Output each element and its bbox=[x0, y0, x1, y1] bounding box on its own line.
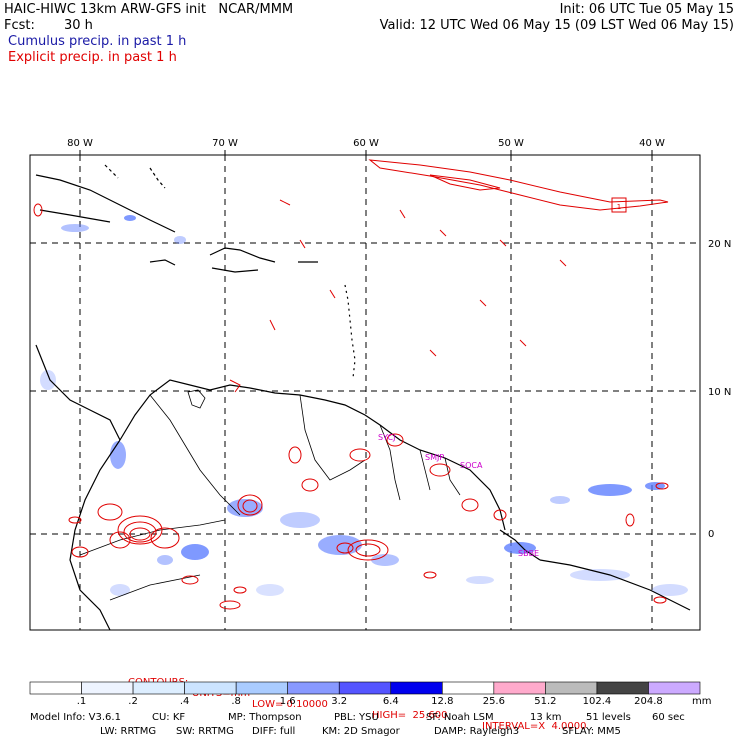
footer-timestep: 60 sec bbox=[652, 712, 685, 723]
lon-ticks bbox=[79, 150, 653, 155]
colorbar-swatch bbox=[184, 681, 237, 695]
legend-cumulus: Cumulus precip. in past 1 h bbox=[8, 34, 187, 49]
init-time: Init: 06 UTC Tue 05 May 15 bbox=[559, 2, 734, 17]
lat-label-10n: 10 N bbox=[708, 387, 731, 398]
lon-label-50w: 50 W bbox=[498, 138, 524, 149]
colorbar-swatch bbox=[29, 681, 82, 695]
valid-time: Valid: 12 UTC Wed 06 May 15 (09 LST Wed … bbox=[379, 18, 734, 33]
footer-levels: 51 levels bbox=[586, 712, 631, 723]
colorbar-label: 12.8 bbox=[431, 696, 454, 707]
colorbar-label: 25.6 bbox=[482, 696, 505, 707]
colorbar-label: .2 bbox=[128, 696, 138, 707]
colorbar-label: .8 bbox=[231, 696, 241, 707]
lon-label-40w: 40 W bbox=[639, 138, 665, 149]
colorbar-label: 3.2 bbox=[331, 696, 348, 707]
colorbar-swatch bbox=[338, 681, 392, 695]
colorbar-swatch bbox=[132, 681, 185, 695]
lon-label-70w: 70 W bbox=[212, 138, 238, 149]
colorbar-swatch bbox=[442, 681, 495, 695]
colorbar-label: 204.8 bbox=[634, 696, 663, 707]
plot-title: HAIC-HIWC 13km ARW-GFS init NCAR/MMM bbox=[4, 2, 294, 17]
colorbar-unit: mm bbox=[692, 696, 712, 707]
colorbar bbox=[29, 681, 701, 695]
colorbar-label: 1.6 bbox=[279, 696, 296, 707]
footer-km: KM: 2D Smagor bbox=[322, 726, 400, 737]
forecast-value: 30 h bbox=[64, 18, 93, 33]
cumulus-precip bbox=[40, 215, 688, 596]
marker-label: 1 bbox=[617, 203, 621, 211]
station-label-sycj: SYCJ bbox=[378, 433, 395, 442]
footer-sf: SF: Noah LSM bbox=[426, 712, 494, 723]
colorbar-swatch bbox=[235, 681, 288, 695]
map-frame bbox=[29, 154, 701, 631]
colorbar-label: 6.4 bbox=[382, 696, 399, 707]
footer-sw: SW: RRTMG bbox=[176, 726, 234, 737]
footer-resolution: 13 km bbox=[530, 712, 562, 723]
colorbar-swatch bbox=[648, 681, 701, 695]
contours-interval: INTERVAL=X 4.0000 bbox=[482, 721, 587, 732]
footer-damp: DAMP: Rayleigh3 bbox=[434, 726, 520, 737]
lat-label-0: 0 bbox=[708, 529, 714, 540]
footer-diff: DIFF: full bbox=[252, 726, 296, 737]
colorbar-swatch bbox=[390, 681, 443, 695]
colorbar-swatch bbox=[596, 681, 649, 695]
station-label-smjp: SMJP bbox=[425, 453, 444, 462]
colorbar-label: 51.2 bbox=[534, 696, 557, 707]
grid-lines bbox=[30, 155, 700, 630]
coastlines bbox=[35, 164, 691, 631]
footer-pbl: PBL: YSU bbox=[334, 712, 379, 723]
footer-mp: MP: Thompson bbox=[228, 712, 302, 723]
station-label-sbbe: SBBE bbox=[518, 549, 539, 558]
colorbar-label: 102.4 bbox=[582, 696, 612, 707]
colorbar-label: .1 bbox=[76, 696, 87, 707]
lat-label-20n: 20 N bbox=[708, 239, 731, 250]
footer-model-info: Model Info: V3.6.1 bbox=[30, 712, 121, 723]
lon-label-80w: 80 W bbox=[67, 138, 93, 149]
colorbar-swatch bbox=[545, 681, 598, 695]
colorbar-swatch bbox=[287, 681, 340, 695]
contours-high: HIGH= 25.600 bbox=[372, 710, 448, 721]
forecast-label: Fcst: bbox=[4, 18, 35, 33]
explicit-precip bbox=[33, 159, 669, 610]
contours-low: LOW= 0.10000 bbox=[252, 699, 328, 710]
footer-sflay: SFLAY: MM5 bbox=[562, 726, 621, 737]
colorbar-label: .4 bbox=[179, 696, 190, 707]
footer-lw: LW: RRTMG bbox=[100, 726, 157, 737]
colorbar-swatch bbox=[493, 681, 546, 695]
footer-cu: CU: KF bbox=[152, 712, 186, 723]
lon-label-60w: 60 W bbox=[353, 138, 379, 149]
colorbar-swatch bbox=[81, 681, 134, 695]
legend-explicit: Explicit precip. in past 1 h bbox=[8, 50, 177, 65]
station-label-soca: SOCA bbox=[460, 461, 483, 470]
